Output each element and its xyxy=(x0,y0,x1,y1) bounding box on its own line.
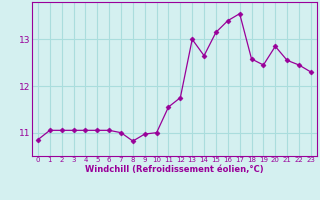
X-axis label: Windchill (Refroidissement éolien,°C): Windchill (Refroidissement éolien,°C) xyxy=(85,165,264,174)
